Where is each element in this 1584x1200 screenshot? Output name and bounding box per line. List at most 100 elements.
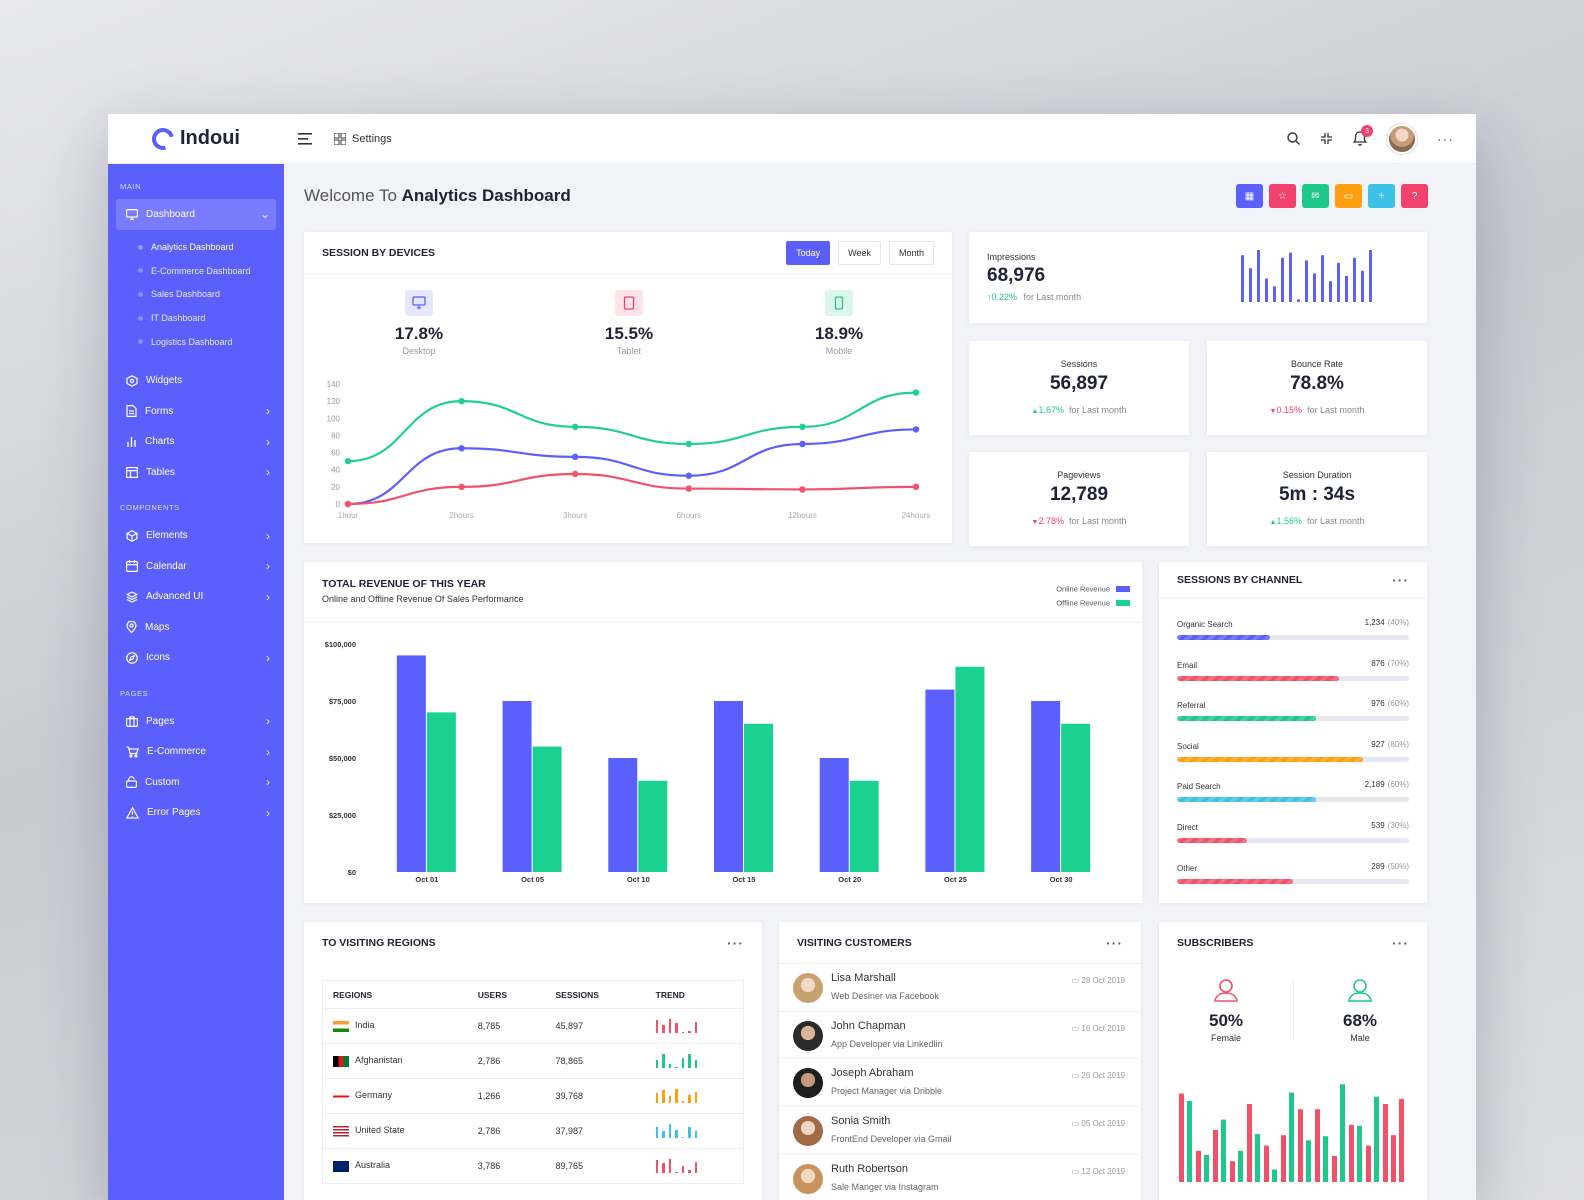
sidebar-item-tables[interactable]: Tables › xyxy=(116,457,276,488)
bar-online[interactable] xyxy=(396,655,426,872)
subscriber-bar-male xyxy=(1272,1169,1277,1182)
bar-offline[interactable] xyxy=(426,712,456,872)
list-item[interactable]: Joseph Abraham Project Manager via Dribbl… xyxy=(779,1059,1139,1108)
bar-offline[interactable] xyxy=(1061,723,1091,872)
list-item[interactable]: John Chapman App Developer via Linkedlin ▭… xyxy=(779,1012,1139,1060)
more-options-icon[interactable]: ··· xyxy=(1392,571,1409,588)
trend-bar xyxy=(681,1100,685,1103)
quick-button-star[interactable]: ☆ xyxy=(1269,184,1296,208)
sidebar-item-ecommerce[interactable]: E-Commerce › xyxy=(116,736,276,767)
table-row[interactable]: United State 2,786 37,987 xyxy=(322,1113,744,1149)
bar-offline[interactable] xyxy=(532,746,562,872)
channel-pct: (60%) xyxy=(1387,699,1409,709)
menu-toggle-icon[interactable] xyxy=(298,132,314,145)
users-cell: 2,786 xyxy=(467,1043,546,1079)
bar-offline[interactable] xyxy=(744,723,773,872)
data-point[interactable] xyxy=(685,440,692,448)
bar-online[interactable] xyxy=(925,689,955,872)
data-point[interactable] xyxy=(458,397,465,405)
channel-row: Organic Search 1,234 (40%) xyxy=(1159,606,1427,647)
user-avatar[interactable] xyxy=(1387,123,1417,154)
data-point[interactable] xyxy=(572,423,579,431)
visiting-customers-card: VISITING CUSTOMERS ··· Lisa Marshall Web … xyxy=(779,922,1141,1200)
settings-link[interactable]: Settings xyxy=(334,132,392,145)
sidebar-item-pages[interactable]: Pages › xyxy=(116,706,276,737)
data-point[interactable] xyxy=(912,483,920,491)
bar-online[interactable] xyxy=(1031,701,1061,872)
list-item[interactable]: Ruth Robertson Sale Manger via Instagram ▭… xyxy=(779,1155,1139,1200)
quick-button-calendar[interactable]: ▦ xyxy=(1236,184,1263,208)
submenu-logistics-dashboard[interactable]: Logistics Dashboard xyxy=(138,330,276,354)
chevron-right-icon: › xyxy=(266,714,270,729)
table-row[interactable]: India 8,785 45,897 xyxy=(322,1008,744,1044)
more-options-icon[interactable]: ··· xyxy=(1437,130,1454,147)
bar-offline[interactable] xyxy=(849,780,879,872)
data-point[interactable] xyxy=(572,453,579,461)
more-options-icon[interactable]: ··· xyxy=(1106,934,1123,951)
quick-button-mail[interactable]: ✉ xyxy=(1302,184,1329,208)
notification-bell-icon[interactable]: 3 xyxy=(1353,125,1373,146)
trend-bar xyxy=(655,1059,659,1068)
sidebar-item-custom[interactable]: Custom › xyxy=(116,767,276,798)
more-options-icon[interactable]: ··· xyxy=(727,935,744,951)
submenu-analytics-dashboard[interactable]: Analytics Dashboard xyxy=(138,236,276,260)
bar-online[interactable] xyxy=(608,758,638,872)
data-point[interactable] xyxy=(344,500,352,508)
quick-button-chat[interactable]: ▭ xyxy=(1335,184,1362,208)
submenu-it-dashboard[interactable]: IT Dashboard xyxy=(138,306,276,330)
customer-name: John Chapman xyxy=(831,1019,906,1032)
sidebar-item-widgets[interactable]: Widgets xyxy=(116,365,276,396)
sidebar-item-advanced-ui[interactable]: Advanced UI › xyxy=(116,581,276,612)
sidebar-item-maps[interactable]: Maps xyxy=(116,612,276,643)
trend-bar xyxy=(662,1024,665,1033)
subscriber-bar-female xyxy=(1264,1145,1269,1182)
bar-online[interactable] xyxy=(714,701,743,872)
quick-button-help[interactable]: ? xyxy=(1401,184,1428,208)
tab-today[interactable]: Today xyxy=(786,240,831,265)
table-row[interactable]: Australia 3,786 89,765 xyxy=(322,1148,744,1184)
avatar xyxy=(793,1163,823,1194)
trend-cell xyxy=(645,1008,744,1044)
sparkline-bar xyxy=(1345,276,1348,302)
list-item[interactable]: Sonia Smith FrontEnd Developer via Gmail ▭… xyxy=(779,1107,1139,1155)
bar-online[interactable] xyxy=(819,758,849,872)
x-tick-label: 1hour xyxy=(338,511,359,520)
data-point[interactable] xyxy=(458,445,465,452)
chat-icon: ▭ xyxy=(1343,190,1354,202)
submenu-ecommerce-dashboard[interactable]: E-Commerce Dashboard xyxy=(138,259,276,283)
data-point[interactable] xyxy=(799,440,806,448)
quick-button-plus[interactable]: + xyxy=(1368,184,1395,208)
table-row[interactable]: Germany 1,266 39,768 xyxy=(322,1078,744,1114)
sidebar-item-dashboard[interactable]: Dashboard ⌄ xyxy=(116,199,276,230)
data-point[interactable] xyxy=(799,486,806,493)
sidebar-item-error-pages[interactable]: Error Pages › xyxy=(116,797,276,828)
data-point[interactable] xyxy=(344,457,352,465)
fullscreen-exit-icon[interactable] xyxy=(1320,132,1333,145)
sparkline-bar xyxy=(1313,273,1316,302)
sidebar-item-calendar[interactable]: Calendar › xyxy=(116,551,276,582)
search-icon[interactable] xyxy=(1287,132,1300,145)
bar-online[interactable] xyxy=(502,701,532,872)
app-logo[interactable]: Indoui xyxy=(108,123,284,154)
data-point[interactable] xyxy=(912,389,920,396)
submenu-sales-dashboard[interactable]: Sales Dashboard xyxy=(138,283,276,307)
data-point[interactable] xyxy=(685,485,692,492)
tab-month[interactable]: Month xyxy=(888,240,934,265)
sidebar-item-elements[interactable]: Elements › xyxy=(116,520,276,551)
data-point[interactable] xyxy=(458,483,465,491)
bar-offline[interactable] xyxy=(955,666,985,872)
sidebar-item-charts[interactable]: Charts › xyxy=(116,426,276,457)
region-name: India xyxy=(355,1020,375,1031)
bar-offline[interactable] xyxy=(638,780,668,872)
data-point[interactable] xyxy=(799,423,806,431)
more-options-icon[interactable]: ··· xyxy=(1392,935,1409,951)
list-item[interactable]: Lisa Marshall Web Desiner via Facebook ▭ 2… xyxy=(779,964,1139,1012)
data-point[interactable] xyxy=(685,472,692,479)
sidebar-item-forms[interactable]: Forms › xyxy=(116,396,276,427)
trend-bar xyxy=(675,1171,678,1173)
data-point[interactable] xyxy=(572,470,579,478)
data-point[interactable] xyxy=(912,426,920,433)
sidebar-item-icons[interactable]: Icons › xyxy=(116,642,276,673)
table-row[interactable]: Afghanistan 2,786 78,865 xyxy=(322,1043,744,1079)
tab-week[interactable]: Week xyxy=(838,240,881,265)
